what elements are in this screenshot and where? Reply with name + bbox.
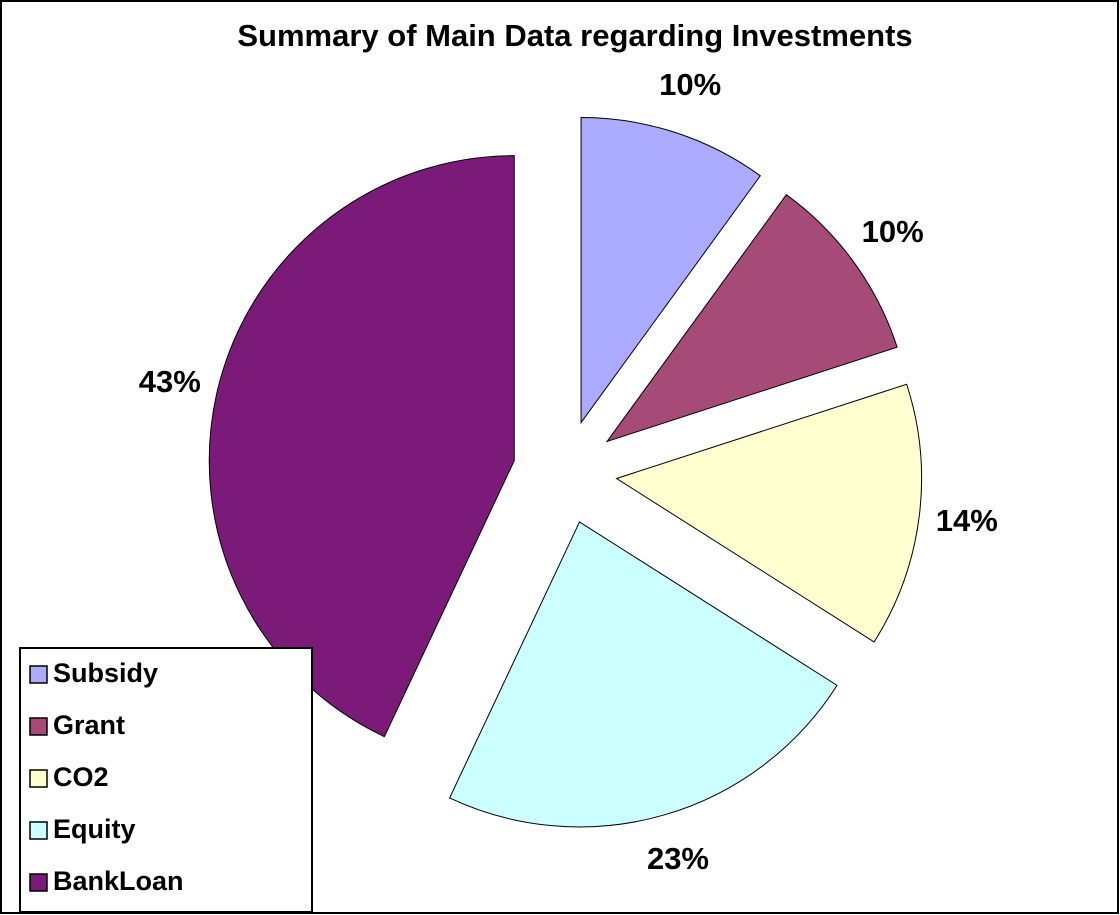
data-label: 43%	[139, 364, 201, 399]
legend-box	[19, 647, 313, 913]
legend: Subsidy Grant CO2 Equity BankLoan	[19, 647, 313, 913]
pie-slice	[615, 383, 923, 643]
data-label: 14%	[936, 503, 998, 538]
legend-swatch	[29, 821, 48, 840]
legend-label: Grant	[53, 710, 125, 740]
legend-swatch	[29, 873, 48, 892]
legend-swatch	[29, 769, 48, 788]
pie-slice	[605, 193, 898, 443]
legend-label: BankLoan	[53, 866, 184, 896]
legend-label: Equity	[53, 814, 136, 844]
data-label: 10%	[862, 214, 924, 249]
legend-swatch	[29, 665, 48, 684]
pie-slice	[448, 521, 838, 828]
chart-title: Summary of Main Data regarding Investmen…	[237, 18, 912, 53]
data-label: 23%	[647, 841, 709, 876]
pie-slice	[580, 117, 762, 425]
legend-label: Subsidy	[53, 658, 158, 688]
legend-swatch	[29, 717, 48, 736]
legend-label: CO2	[53, 762, 109, 792]
data-label: 10%	[659, 67, 721, 102]
